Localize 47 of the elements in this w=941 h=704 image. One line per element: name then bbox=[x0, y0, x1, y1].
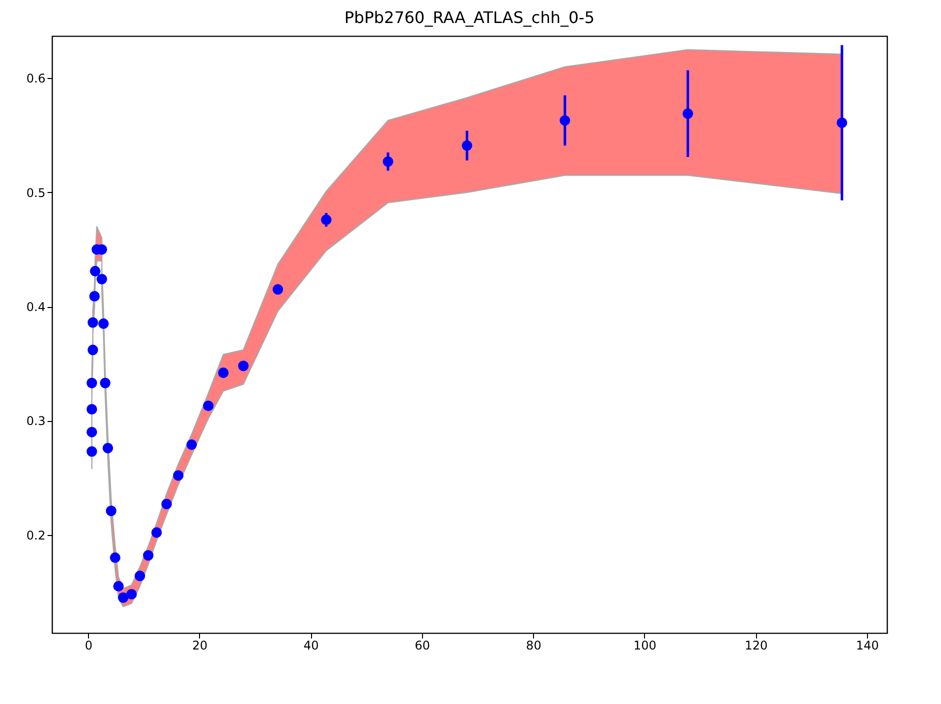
point bbox=[186, 439, 197, 450]
y-tick-label: 0.4 bbox=[26, 300, 46, 314]
point bbox=[134, 570, 146, 582]
point bbox=[682, 108, 694, 119]
x-tick-label: 0 bbox=[84, 638, 92, 652]
point bbox=[238, 360, 249, 372]
point bbox=[90, 266, 100, 276]
point bbox=[118, 592, 128, 603]
point bbox=[161, 498, 172, 510]
x-tick-label: 140 bbox=[856, 638, 879, 652]
point bbox=[126, 588, 137, 600]
point bbox=[98, 318, 109, 329]
point bbox=[100, 378, 110, 388]
point bbox=[218, 368, 229, 378]
chart-title: PbPb2760_RAA_ATLAS_chh_0-5 bbox=[344, 8, 595, 27]
point bbox=[106, 506, 116, 516]
y-tick-label: 0.6 bbox=[26, 72, 46, 86]
point bbox=[382, 156, 394, 167]
point bbox=[272, 284, 284, 295]
x-tick-label: 100 bbox=[634, 638, 656, 652]
point bbox=[86, 446, 98, 457]
point bbox=[102, 442, 114, 454]
point bbox=[89, 291, 100, 302]
x-tick-label: 40 bbox=[304, 638, 319, 652]
point bbox=[560, 115, 570, 126]
point bbox=[203, 400, 214, 412]
point bbox=[142, 550, 154, 561]
y-tick-label: 0.2 bbox=[26, 528, 46, 542]
point bbox=[86, 426, 98, 438]
point bbox=[151, 527, 162, 538]
point bbox=[462, 140, 472, 151]
x-tick-label: 60 bbox=[414, 638, 430, 652]
point bbox=[113, 580, 124, 592]
point bbox=[321, 214, 332, 226]
point bbox=[110, 552, 120, 563]
point bbox=[88, 317, 98, 328]
y-tick-label: 0.5 bbox=[26, 186, 46, 200]
point bbox=[173, 470, 184, 481]
point bbox=[96, 274, 108, 284]
x-tick-label: 80 bbox=[526, 638, 542, 652]
point bbox=[86, 404, 98, 414]
y-tick-label: 0.3 bbox=[26, 414, 46, 428]
x-tick-label: 120 bbox=[744, 638, 768, 652]
point bbox=[86, 378, 98, 388]
point bbox=[836, 118, 848, 128]
x-tick-label: 20 bbox=[192, 638, 208, 652]
point bbox=[88, 344, 98, 356]
